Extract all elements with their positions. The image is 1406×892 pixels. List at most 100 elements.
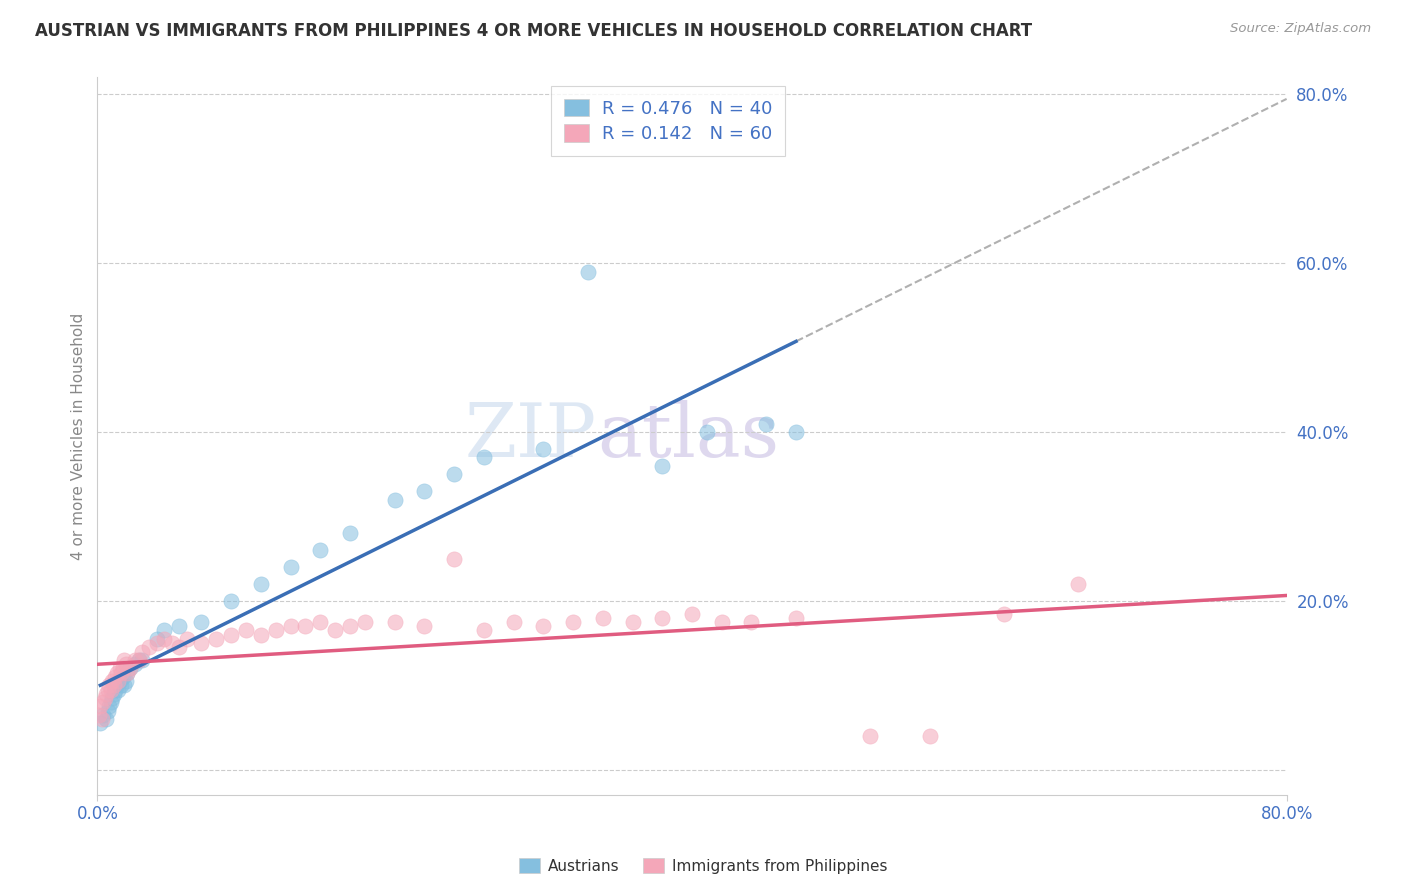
Point <box>101 674 124 689</box>
Point <box>651 458 673 473</box>
Point <box>98 678 121 692</box>
Point <box>176 632 198 646</box>
Text: Source: ZipAtlas.com: Source: ZipAtlas.com <box>1230 22 1371 36</box>
Legend: Austrians, Immigrants from Philippines: Austrians, Immigrants from Philippines <box>513 852 893 880</box>
Point <box>235 624 257 638</box>
Point <box>128 653 150 667</box>
Point <box>107 674 129 689</box>
Point <box>131 644 153 658</box>
Point <box>138 640 160 655</box>
Point <box>576 265 599 279</box>
Point <box>89 699 111 714</box>
Point <box>146 632 169 646</box>
Point <box>205 632 228 646</box>
Point <box>111 661 134 675</box>
Point <box>264 624 287 638</box>
Point <box>339 526 361 541</box>
Point <box>859 729 882 743</box>
Point <box>443 551 465 566</box>
Point <box>339 619 361 633</box>
Point <box>100 682 122 697</box>
Point <box>91 695 114 709</box>
Point <box>128 653 150 667</box>
Point <box>97 682 120 697</box>
Point <box>96 712 118 726</box>
Point <box>111 670 134 684</box>
Point <box>167 619 190 633</box>
Point <box>294 619 316 633</box>
Point <box>105 665 128 680</box>
Point <box>384 492 406 507</box>
Point <box>309 543 332 558</box>
Point <box>101 690 124 705</box>
Point <box>90 712 112 726</box>
Point <box>993 607 1015 621</box>
Point <box>250 577 273 591</box>
Point <box>219 594 242 608</box>
Point <box>115 665 138 680</box>
Point <box>472 450 495 465</box>
Y-axis label: 4 or more Vehicles in Household: 4 or more Vehicles in Household <box>72 312 86 560</box>
Point <box>472 624 495 638</box>
Point <box>219 627 242 641</box>
Point <box>105 678 128 692</box>
Point <box>110 678 132 692</box>
Point <box>107 682 129 697</box>
Point <box>120 661 142 675</box>
Point <box>531 619 554 633</box>
Point <box>108 661 131 675</box>
Point <box>250 627 273 641</box>
Point <box>280 619 302 633</box>
Point <box>115 665 138 680</box>
Point <box>120 661 142 675</box>
Point <box>89 716 111 731</box>
Point <box>114 674 136 689</box>
Point <box>384 615 406 629</box>
Point <box>87 707 110 722</box>
Point <box>97 704 120 718</box>
Point <box>651 611 673 625</box>
Point <box>696 425 718 439</box>
Legend: R = 0.476   N = 40, R = 0.142   N = 60: R = 0.476 N = 40, R = 0.142 N = 60 <box>551 87 785 156</box>
Point <box>103 678 125 692</box>
Point <box>110 665 132 680</box>
Point <box>104 670 127 684</box>
Point <box>91 707 114 722</box>
Point <box>190 636 212 650</box>
Point <box>785 611 807 625</box>
Point <box>153 632 176 646</box>
Point <box>681 607 703 621</box>
Point <box>323 624 346 638</box>
Point <box>131 653 153 667</box>
Point <box>104 682 127 697</box>
Point <box>740 615 762 629</box>
Point <box>112 653 135 667</box>
Point <box>710 615 733 629</box>
Point <box>190 615 212 629</box>
Point <box>309 615 332 629</box>
Point <box>280 560 302 574</box>
Point <box>96 687 118 701</box>
Point <box>160 636 183 650</box>
Point <box>167 640 190 655</box>
Point <box>112 678 135 692</box>
Text: ZIP: ZIP <box>465 400 596 473</box>
Point <box>1067 577 1090 591</box>
Point <box>562 615 585 629</box>
Text: atlas: atlas <box>596 400 779 473</box>
Point <box>94 690 117 705</box>
Point <box>592 611 614 625</box>
Point <box>413 484 436 499</box>
Point <box>918 729 941 743</box>
Point <box>755 417 778 431</box>
Point <box>103 687 125 701</box>
Point <box>124 657 146 672</box>
Point <box>621 615 644 629</box>
Point <box>114 657 136 672</box>
Point <box>413 619 436 633</box>
Point <box>785 425 807 439</box>
Point <box>98 699 121 714</box>
Point <box>153 624 176 638</box>
Text: AUSTRIAN VS IMMIGRANTS FROM PHILIPPINES 4 OR MORE VEHICLES IN HOUSEHOLD CORRELAT: AUSTRIAN VS IMMIGRANTS FROM PHILIPPINES … <box>35 22 1032 40</box>
Point <box>124 653 146 667</box>
